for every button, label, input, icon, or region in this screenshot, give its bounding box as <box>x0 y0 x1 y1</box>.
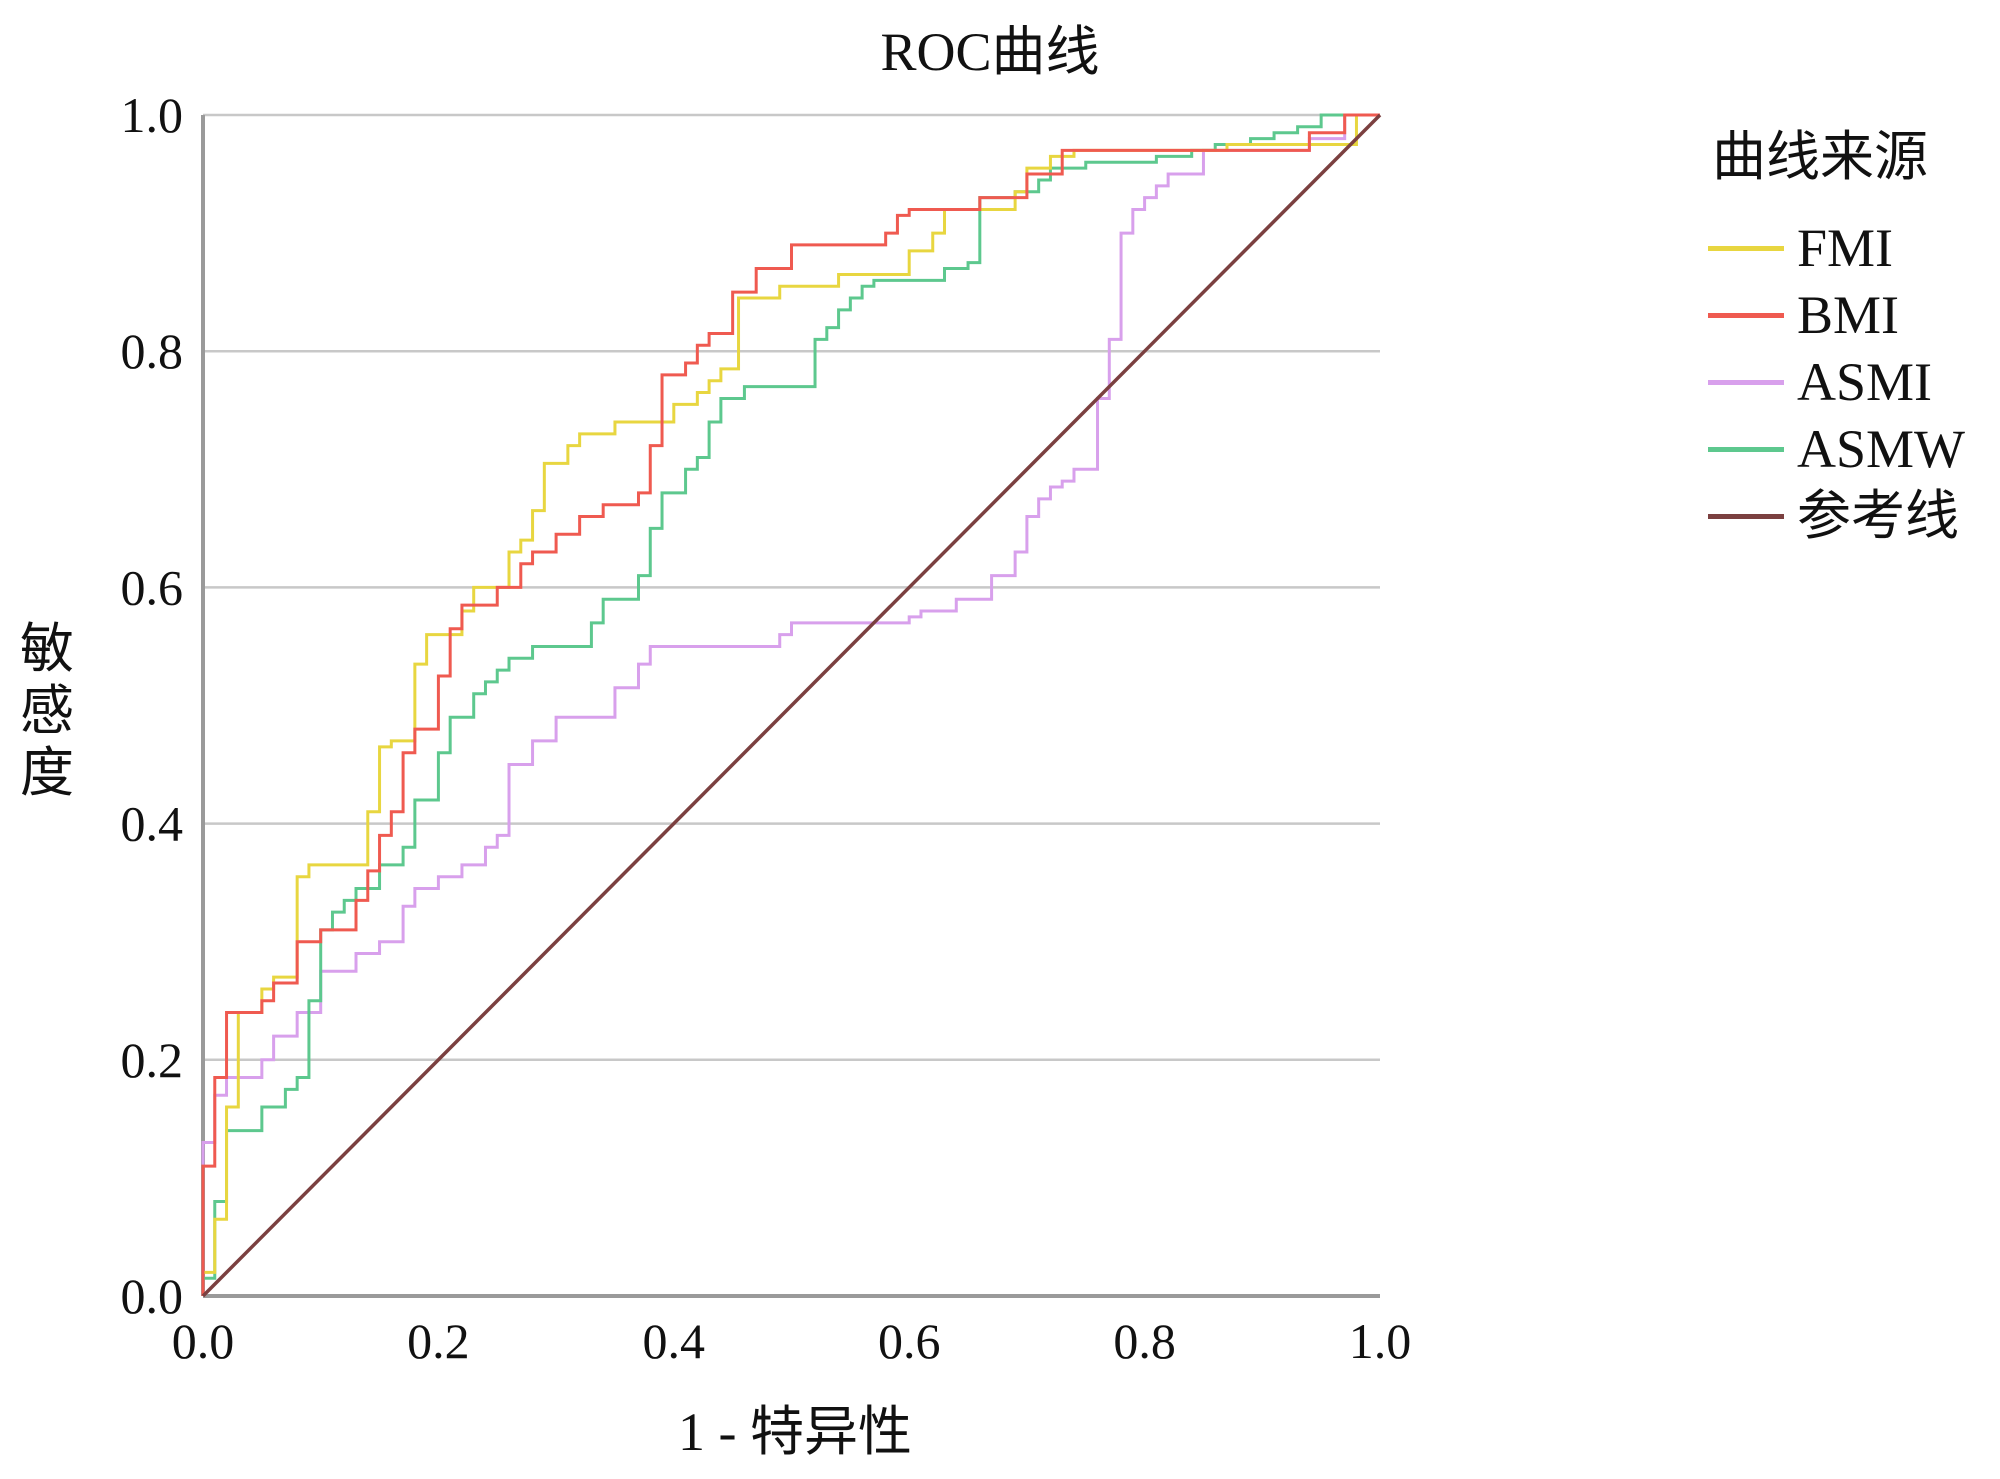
legend-swatch-fmi <box>1708 246 1784 251</box>
legend-item-reference: 参考线 <box>1705 485 1995 546</box>
x-axis-label: 1 - 特异性 <box>678 1402 912 1462</box>
legend-label-bmi: BMI <box>1797 285 1900 345</box>
chart-title: ROC曲线 <box>880 22 1100 82</box>
y-tick-label-1: 0.2 <box>121 1032 184 1088</box>
x-tick-label-4: 0.8 <box>1113 1313 1176 1369</box>
legend-swatch-asmw <box>1708 447 1784 452</box>
legend-item-bmi: BMI <box>1705 284 1995 345</box>
x-tick-label-3: 0.6 <box>878 1313 941 1369</box>
y-axis-label: 敏感度 <box>20 619 74 803</box>
legend-label-reference: 参考线 <box>1797 486 1959 546</box>
legend-swatch-asmi <box>1708 380 1784 385</box>
series-line-asmi <box>201 113 1380 1296</box>
legend-title: 曲线来源 <box>1712 127 1928 187</box>
y-tick-label-3: 0.6 <box>121 559 184 615</box>
legend-item-asmw: ASMW <box>1705 418 1995 479</box>
series-line-reference <box>201 113 1382 1298</box>
series-line-bmi <box>201 113 1380 1296</box>
legend-swatch-reference <box>1708 514 1784 519</box>
x-tick-label-0: 0.0 <box>172 1313 235 1369</box>
legend-swatch-bmi <box>1708 313 1784 318</box>
legend-label-asmw: ASMW <box>1797 419 1966 479</box>
legend-label-asmi: ASMI <box>1797 352 1933 412</box>
legend-label-fmi: FMI <box>1797 218 1894 278</box>
x-tick-label-2: 0.4 <box>643 1313 706 1369</box>
legend-item-asmi: ASMI <box>1705 351 1995 412</box>
y-tick-label-2: 0.4 <box>121 796 184 852</box>
y-tick-label-0: 0.0 <box>121 1268 184 1324</box>
y-tick-label-4: 0.8 <box>121 323 184 379</box>
y-tick-label-5: 1.0 <box>121 87 184 143</box>
x-tick-label-5: 1.0 <box>1349 1313 1412 1369</box>
x-tick-label-1: 0.2 <box>407 1313 470 1369</box>
legend-item-fmi: FMI <box>1705 217 1995 278</box>
